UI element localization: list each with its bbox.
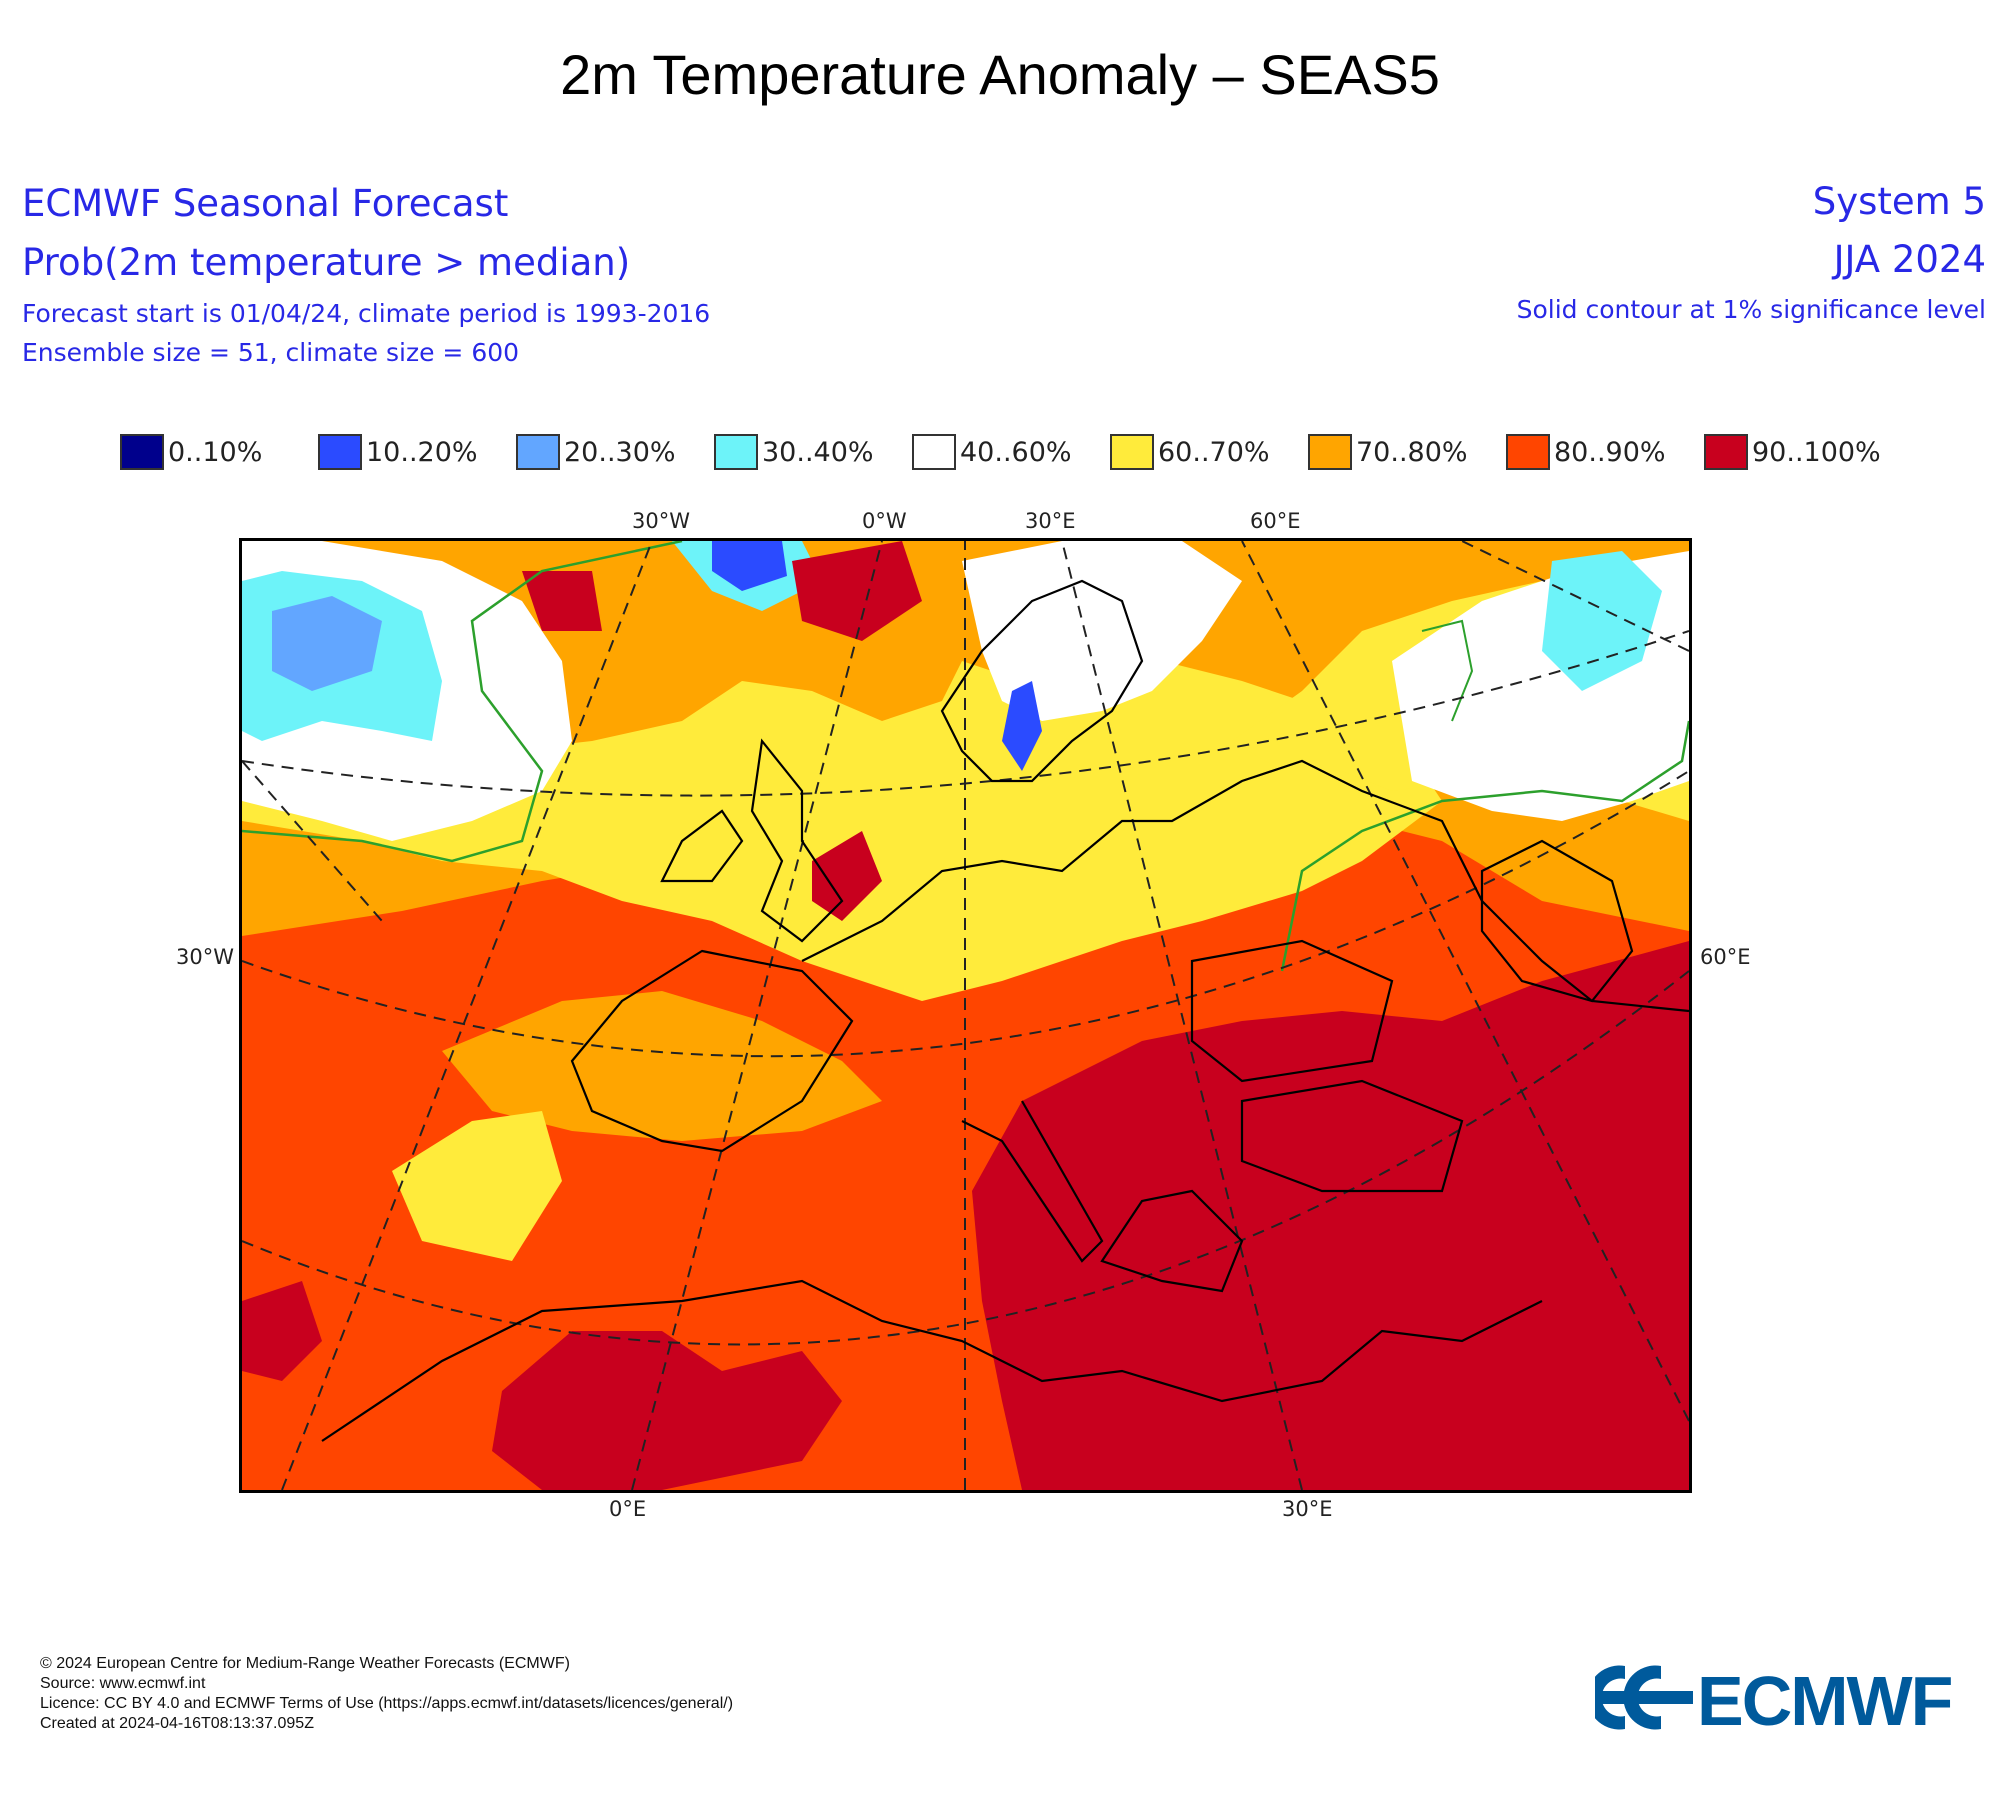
legend-swatch [1704,434,1748,470]
region-90-100-uk [812,831,882,921]
legend-label: 40..60% [960,436,1072,468]
region-60-70-atlantic [392,1111,562,1261]
legend-swatch [516,434,560,470]
coast-north-europe [801,759,1689,1013]
legend-item: 90..100% [1704,430,1881,474]
legend-label: 20..30% [564,436,676,468]
region-40-60-scandinavia [962,541,1242,721]
graticule-meridian-7 [1461,541,1689,652]
legend-swatch [1308,434,1352,470]
header-season: JJA 2024 [1833,238,1986,281]
header-system: System 5 [1812,180,1986,223]
legend-item: 10..20% [318,430,478,474]
coastlines [321,579,1689,1442]
legend-item: 70..80% [1308,430,1468,474]
coast-north-africa [321,1279,1543,1442]
graticule-parallel-south [242,970,1689,1346]
legend-swatch [714,434,758,470]
legend-label: 0..10% [168,436,263,468]
region-10-20 [712,541,787,591]
legend-swatch [318,434,362,470]
graticule-meridian-6 [242,760,383,922]
tick-bottom-30e: 30°E [1282,1497,1333,1521]
legend-item: 80..90% [1506,430,1666,474]
tick-right-60e: 60°E [1700,945,1751,969]
tick-top-0w: 0°W [862,509,907,533]
header-probability-label: Prob(2m temperature > median) [22,241,631,284]
tick-top-60e: 60°E [1250,509,1301,533]
region-30-40-east [1542,551,1662,691]
footer-source: Source: www.ecmwf.int [40,1675,206,1692]
significance-contour-east [1280,720,1689,972]
legend-item: 60..70% [1110,430,1270,474]
legend-label: 10..20% [366,436,478,468]
legend-swatch [120,434,164,470]
graticule-meridian-2 [631,541,883,1490]
region-90-100-norwegian-sea [792,541,922,641]
tick-top-30e: 30°E [1025,509,1076,533]
region-90-100-sahara [492,1331,842,1490]
region-90-100-southeast [972,941,1689,1490]
ecmwf-logo: ECMWF [1587,1660,1975,1740]
svg-text:ECMWF: ECMWF [1697,1662,1952,1735]
footer-copyright: © 2024 European Centre for Medium-Range … [40,1655,570,1672]
color-legend: 0..10% 10..20% 20..30% 30..40% 40..60% 6… [120,430,1940,474]
legend-label: 60..70% [1158,436,1270,468]
legend-label: 70..80% [1356,436,1468,468]
legend-label: 90..100% [1752,436,1881,468]
map-canvas [242,541,1689,1490]
region-20-30 [272,596,382,691]
main-title: 2m Temperature Anomaly – SEAS5 [560,43,1440,106]
probability-map [239,538,1692,1493]
graticule-meridian-1 [281,541,653,1490]
tick-left-30w: 30°W [176,945,234,969]
legend-label: 80..90% [1554,436,1666,468]
coast-britain [750,738,844,943]
graticule-meridian-4 [1061,541,1303,1490]
coast-turkey [1240,1079,1464,1193]
coast-ireland [660,809,744,883]
region-60-70-central [242,651,1442,1001]
header-significance-note: Solid contour at 1% significance level [1516,295,1986,324]
legend-swatch [1506,434,1550,470]
significance-contour-west [242,541,683,863]
region-90-100-iceland-east [522,571,602,631]
ecmwf-logo-graphic: ECMWF [1587,1662,1954,1740]
header-forecast-name: ECMWF Seasonal Forecast [22,182,509,225]
footer-created: Created at 2024-04-16T08:13:37.095Z [40,1715,314,1732]
graticule [242,541,1689,1490]
coast-scandinavia [940,579,1144,783]
legend-item: 30..40% [714,430,874,474]
legend-item: 40..60% [912,430,1072,474]
graticule-parallel-mid [242,770,1689,1058]
legend-item: 20..30% [516,430,676,474]
footer-credits: © 2024 European Centre for Medium-Range … [40,1654,733,1734]
coast-black-sea [1190,939,1394,1083]
tick-bottom-0e: 0°E [609,1497,647,1521]
significance-contour-ural [1421,619,1474,722]
header-ensemble-size: Ensemble size = 51, climate size = 600 [22,338,520,367]
legend-swatch [912,434,956,470]
coast-italy [961,1100,1104,1263]
coast-balkans-greece [1100,1189,1244,1293]
legend-item: 0..10% [120,430,262,474]
region-90-100-west [242,1281,322,1381]
legend-label: 30..40% [762,436,874,468]
graticule-meridian-5 [1241,541,1689,1422]
coast-caspian [1480,839,1634,1003]
coast-iberia [570,949,854,1153]
header-forecast-start: Forecast start is 01/04/24, climate peri… [22,299,711,328]
footer-licence: Licence: CC BY 4.0 and ECMWF Terms of Us… [40,1695,734,1712]
region-70-80-iberia [442,991,882,1141]
legend-swatch [1110,434,1154,470]
tick-top-30w: 30°W [632,509,690,533]
region-10-20-sweden [1002,681,1042,771]
